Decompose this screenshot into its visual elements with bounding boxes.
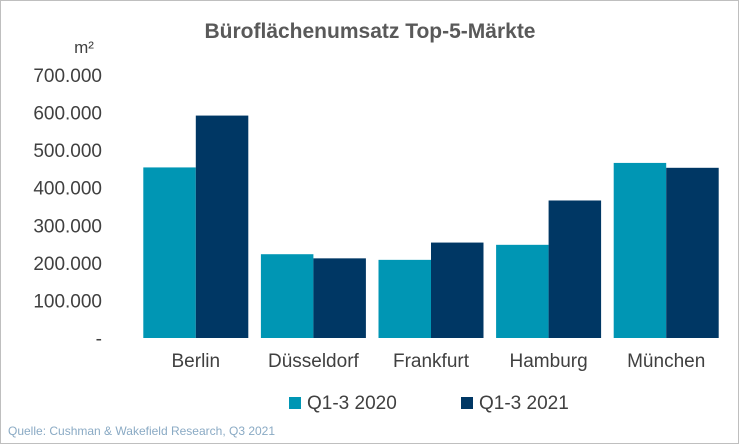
- x-tick-label: Hamburg: [510, 351, 588, 372]
- y-tick-label: 400.000: [33, 179, 102, 200]
- x-tick-label: Frankfurt: [393, 351, 470, 372]
- y-tick-label: 100.000: [33, 291, 102, 312]
- y-tick-label: 500.000: [33, 141, 102, 162]
- bar: [195, 115, 249, 338]
- chart-title: Büroflächenumsatz Top-5-Märkte: [205, 20, 536, 43]
- legend: Q1-3 2020 Q1-3 2021: [289, 393, 569, 414]
- source-note: Quelle: Cushman & Wakefield Research, Q3…: [8, 424, 275, 438]
- y-tick-label: -: [96, 329, 102, 350]
- bar: [613, 162, 667, 338]
- bar: [496, 244, 549, 338]
- x-axis-ticks: Berlin Düsseldorf Frankfurt Hamburg München: [172, 351, 706, 372]
- legend-label: Q1-3 2021: [479, 393, 569, 414]
- bar: [431, 242, 484, 338]
- legend-swatch: [461, 397, 473, 409]
- bar: [260, 254, 314, 338]
- y-axis-ticks: - 100.000 200.000 300.000 400.000 500.000 600.…: [33, 66, 102, 350]
- bar: [548, 200, 602, 338]
- bar: [143, 167, 196, 338]
- y-tick-label: 600.000: [33, 104, 102, 125]
- y-tick-label: 700.000: [33, 66, 102, 87]
- legend-swatch: [289, 397, 301, 409]
- legend-label: Q1-3 2020: [307, 393, 397, 414]
- y-tick-label: 300.000: [33, 216, 102, 237]
- bar: [313, 258, 366, 338]
- bars: [143, 115, 719, 338]
- y-tick-label: 200.000: [33, 254, 102, 275]
- y-axis-unit: m²: [74, 38, 94, 57]
- x-tick-label: Berlin: [172, 351, 221, 372]
- bar: [378, 259, 431, 338]
- x-tick-label: München: [627, 351, 705, 372]
- x-tick-label: Düsseldorf: [268, 351, 360, 372]
- bar: [666, 167, 719, 338]
